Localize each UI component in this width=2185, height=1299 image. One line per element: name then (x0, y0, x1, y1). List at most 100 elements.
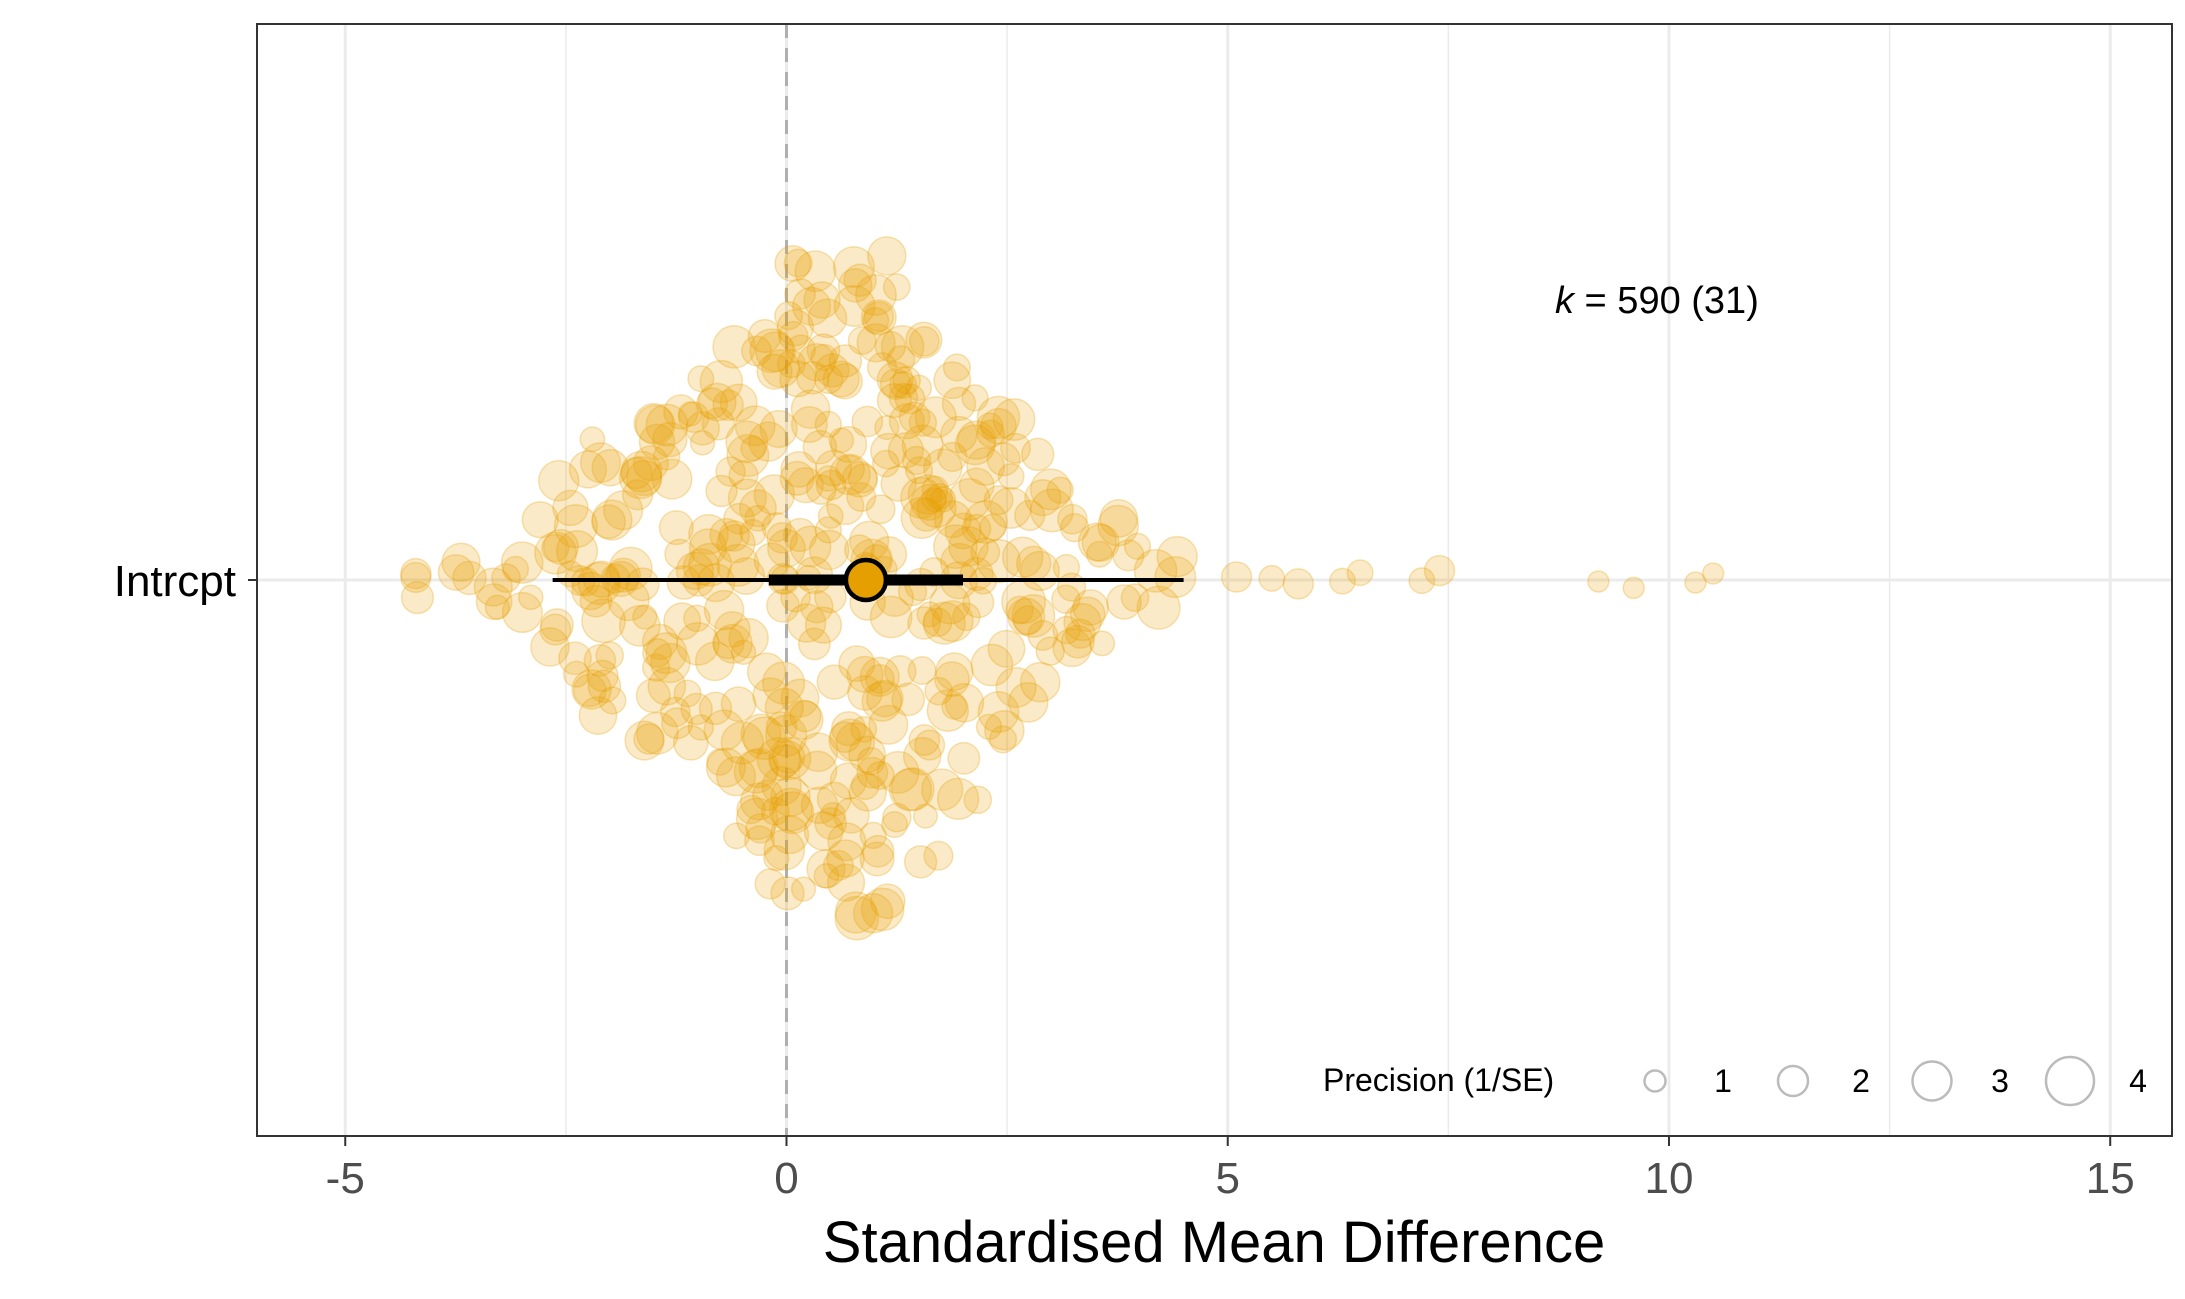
effect-size-point (776, 349, 806, 379)
effect-size-point (752, 677, 790, 715)
effect-size-point (586, 659, 619, 693)
effect-size-point (633, 402, 675, 444)
effect-size-point (914, 396, 957, 439)
effect-size-point (931, 600, 974, 643)
effect-size-point (683, 604, 711, 633)
effect-size-point (491, 563, 521, 593)
effect-size-point (764, 714, 808, 757)
effect-size-point (856, 323, 896, 363)
x-tick-label: 0 (774, 1154, 798, 1203)
effect-size-point (400, 580, 435, 615)
effect-size-point (882, 802, 912, 833)
effect-size-point (832, 245, 875, 289)
effect-size-point (799, 589, 834, 624)
effect-size-point (625, 567, 660, 602)
effect-size-point (747, 318, 782, 354)
x-tick-label: 5 (1215, 1154, 1239, 1203)
effect-size-point (591, 448, 630, 487)
effect-size-point (676, 622, 720, 666)
effect-size-point (716, 524, 756, 564)
effect-size-point (706, 748, 734, 776)
effect-size-point (976, 538, 1022, 584)
effect-size-point (728, 460, 759, 491)
y-axis: Intrcpt (114, 557, 257, 606)
effect-size-point (694, 641, 735, 682)
effect-size-point (867, 236, 907, 276)
effect-size-point (1019, 661, 1061, 703)
effect-size-point (400, 561, 432, 594)
effect-size-point (834, 895, 880, 941)
effect-size-point (894, 383, 926, 415)
effect-size-point (555, 529, 599, 573)
effect-size-point (900, 496, 943, 540)
effect-size-point (948, 526, 989, 567)
effect-size-point (784, 277, 817, 310)
effect-size-point (1701, 562, 1725, 585)
pooled-estimate-point (843, 557, 889, 603)
effect-size-point (864, 663, 895, 694)
effect-size-point (829, 721, 861, 754)
effect-size-point (607, 578, 650, 622)
effect-size-point (645, 632, 688, 675)
effect-size-point (901, 445, 932, 476)
effect-size-point (887, 432, 925, 469)
effect-size-point (765, 711, 798, 743)
legend-size-key (1776, 1064, 1810, 1098)
effect-size-point (828, 427, 855, 454)
effect-size-point (963, 785, 993, 815)
effect-size-point (673, 679, 702, 708)
effect-size-point (473, 567, 513, 607)
effect-size-point (728, 617, 769, 659)
effect-size-point (843, 263, 877, 298)
x-tick-label: -5 (326, 1154, 365, 1203)
effect-size-point (833, 797, 870, 834)
effect-size-point (720, 721, 765, 765)
effect-size-point (933, 500, 972, 539)
effect-size-point (452, 560, 487, 596)
effect-size-point (963, 500, 1008, 544)
legend-entry-label: 3 (1991, 1063, 2009, 1099)
effect-size-point (819, 802, 846, 829)
effect-size-point (770, 776, 811, 817)
effect-size-point (933, 524, 978, 570)
effect-size-point (755, 331, 796, 372)
effect-size-point (909, 325, 940, 357)
effect-size-point (768, 787, 813, 832)
effect-size-point (1136, 585, 1181, 630)
effect-size-point (944, 512, 982, 550)
effect-size-point (624, 720, 665, 761)
effect-size-point (726, 433, 770, 478)
effect-size-point (1099, 499, 1139, 538)
effect-size-point (709, 517, 744, 552)
effect-size-point (716, 543, 760, 587)
effect-size-point (733, 749, 779, 794)
effect-size-point (988, 725, 1018, 754)
k-value: = 590 (31) (1574, 280, 1759, 322)
effect-size-point (798, 732, 839, 773)
effect-size-point (976, 419, 1005, 448)
effect-size-point (816, 781, 852, 817)
effect-size-point (764, 687, 804, 727)
effect-size-point (1156, 535, 1198, 578)
effect-size-point (876, 750, 920, 794)
effect-size-point (855, 273, 897, 316)
legend-size-key (2044, 1055, 2096, 1107)
effect-size-point (687, 714, 715, 741)
effect-size-point (1024, 479, 1062, 517)
effect-size-point (976, 412, 1004, 440)
effect-size-point (880, 810, 909, 839)
effect-size-point (701, 407, 736, 441)
effect-size-point (591, 499, 633, 541)
effect-size-point (1052, 627, 1092, 668)
effect-size-point (727, 478, 767, 518)
effect-size-point (763, 844, 790, 872)
effect-size-point (1081, 523, 1120, 562)
effect-size-point (880, 465, 917, 502)
effect-size-point (740, 435, 767, 462)
effect-size-point (828, 718, 872, 762)
effect-size-point (712, 626, 745, 660)
effect-size-point (898, 401, 931, 434)
effect-size-point (890, 767, 935, 812)
effect-size-point (970, 537, 1001, 568)
effect-size-point (745, 813, 776, 844)
